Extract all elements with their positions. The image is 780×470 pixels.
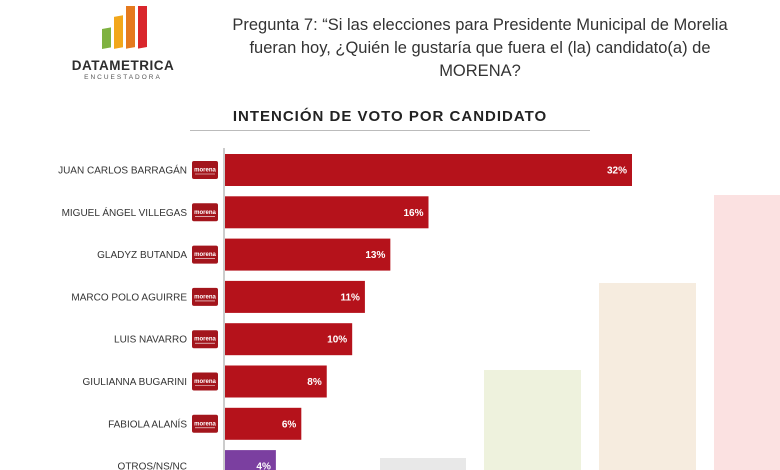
bar: [225, 365, 327, 398]
datametrica-logo: [102, 6, 147, 49]
category-label: GLADYZ BUTANDA: [97, 250, 187, 261]
value-label: 6%: [282, 419, 297, 430]
svg-text:morena: morena: [194, 294, 216, 300]
svg-text:morena: morena: [194, 252, 216, 258]
svg-text:morena: morena: [194, 379, 216, 385]
bar: [225, 238, 391, 271]
morena-badge-icon: morena: [192, 161, 218, 179]
morena-badge-icon: morena: [192, 330, 218, 349]
svg-text:morena: morena: [194, 168, 216, 174]
morena-badge-icon: morena: [192, 372, 218, 391]
bar: [225, 323, 353, 356]
brand-name: DATAMETRICA: [71, 58, 175, 73]
value-label: 16%: [403, 208, 423, 219]
value-label: 32%: [607, 166, 627, 177]
value-label: 4%: [256, 462, 271, 470]
morena-badge-icon: morena: [192, 245, 218, 264]
chart-title: INTENCIÓN DE VOTO POR CANDIDATO: [232, 108, 548, 125]
value-label: 11%: [340, 292, 360, 303]
category-label: FABIOLA ALANÍS: [108, 417, 187, 430]
bar: [225, 280, 365, 313]
svg-text:morena: morena: [194, 210, 216, 216]
value-label: 8%: [307, 377, 322, 388]
brand-tagline: ENCUESTADORA: [84, 74, 162, 81]
value-label: 10%: [327, 335, 347, 346]
value-label: 13%: [365, 250, 385, 261]
category-label: MARCO POLO AGUIRRE: [71, 292, 187, 303]
bar: [225, 154, 632, 186]
category-label: OTROS/NS/NC: [118, 462, 187, 470]
category-label: MIGUEL ÁNGEL VILLEGAS: [62, 206, 188, 219]
question-text: Pregunta 7: “Si las elecciones para Pres…: [232, 16, 728, 80]
bar: [225, 450, 276, 470]
category-label: GIULIANNA BUGARINI: [83, 377, 187, 388]
category-label: JUAN CARLOS BARRAGÁN: [58, 164, 187, 177]
svg-text:morena: morena: [194, 337, 216, 343]
bar: [225, 196, 429, 229]
morena-badge-icon: morena: [192, 414, 218, 433]
morena-badge-icon: morena: [192, 287, 218, 306]
title-divider: [190, 130, 590, 131]
svg-text:morena: morena: [194, 421, 216, 427]
bar: [225, 407, 302, 440]
morena-badge-icon: morena: [192, 203, 218, 222]
category-label: LUIS NAVARRO: [114, 335, 187, 346]
